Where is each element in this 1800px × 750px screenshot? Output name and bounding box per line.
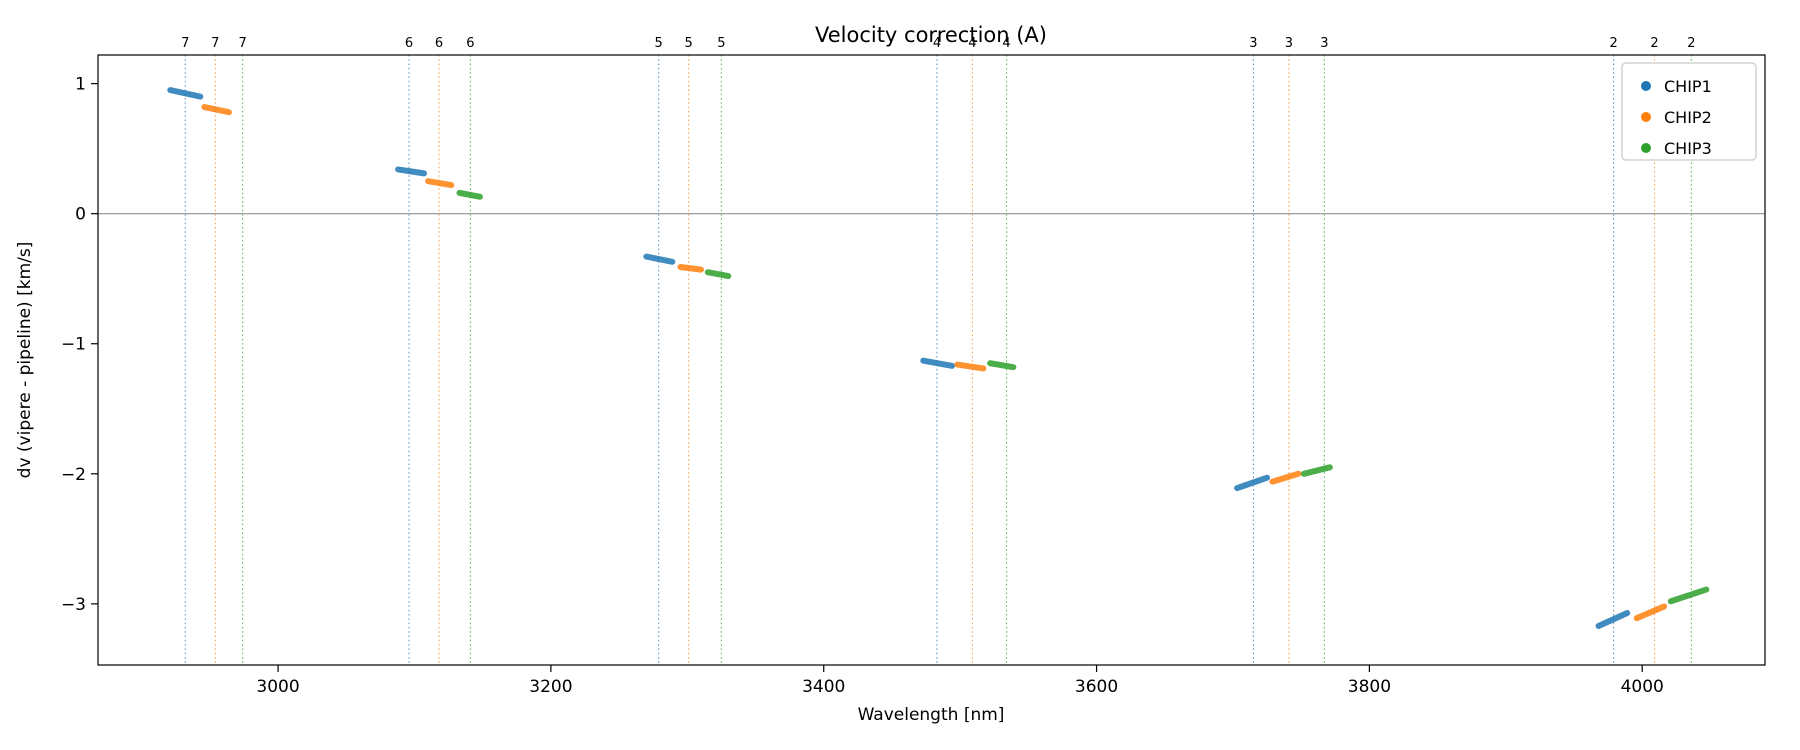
legend-marker-chip1 (1641, 81, 1651, 91)
segment-chip1-order6 (395, 166, 428, 177)
order-number-label: 6 (435, 36, 443, 51)
order-number-label: 6 (466, 36, 474, 51)
order-number-label: 5 (655, 36, 663, 51)
order-number-label: 5 (685, 36, 693, 51)
order-number-label: 7 (238, 36, 246, 51)
x-tick-label: 3000 (256, 677, 299, 697)
segment-chip3-order4 (987, 360, 1017, 371)
segment-chip1-order2 (1595, 609, 1631, 629)
y-tick-label: −3 (61, 595, 86, 615)
order-number-label: 3 (1320, 36, 1328, 51)
segment-chip3-order6 (456, 189, 483, 200)
order-number-label: 6 (405, 36, 413, 51)
segment-chip3-order2 (1667, 586, 1710, 605)
segment-chip2-order2 (1633, 603, 1668, 622)
segment-chip3-order3 (1300, 464, 1333, 477)
legend-marker-chip3 (1641, 143, 1651, 153)
legend-label-chip2: CHIP2 (1664, 108, 1712, 127)
segment-chip1-order7 (167, 87, 204, 100)
legend-label-chip1: CHIP1 (1664, 77, 1712, 96)
segment-chip1-order3 (1234, 474, 1271, 492)
order-number-label: 3 (1285, 36, 1293, 51)
segment-chip2-order6 (425, 178, 455, 189)
segment-chip2-order3 (1269, 470, 1302, 485)
order-number-label: 2 (1609, 36, 1617, 51)
order-number-label: 5 (717, 36, 725, 51)
order-number-label: 4 (1002, 36, 1010, 51)
x-tick-label: 3400 (802, 677, 845, 697)
order-number-label: 4 (968, 36, 976, 51)
y-tick-label: 1 (75, 75, 86, 95)
segment-chip2-order4 (954, 361, 987, 372)
order-number-label: 7 (181, 36, 189, 51)
legend-box (1621, 62, 1757, 161)
segment-chip1-order5 (643, 253, 676, 265)
order-number-label: 7 (211, 36, 219, 51)
x-tick-label: 3200 (529, 677, 572, 697)
x-tick-label: 3800 (1348, 677, 1391, 697)
plot-area: 7 6 5 4 3 2 7 6 5 4 3 2 7 6 5 4 3 2 3000 3200 3400 3600 3800 40… (61, 36, 1766, 697)
x-axis-label: Wavelength [nm] (858, 705, 1005, 725)
order-number-label: 2 (1650, 36, 1658, 51)
segment-chip2-order5 (677, 264, 704, 273)
y-tick-label: −1 (61, 335, 86, 355)
segment-chip2-order7 (201, 104, 232, 116)
plot-border (97, 54, 1766, 666)
x-tick-label: 3600 (1075, 677, 1118, 697)
order-number-label: 2 (1687, 36, 1695, 51)
order-number-label: 4 (933, 36, 941, 51)
legend-marker-chip2 (1641, 112, 1651, 122)
y-axis-label: dv (vipere - pipeline) [km/s] (15, 242, 35, 479)
y-tick-label: 0 (75, 205, 86, 225)
x-tick-label: 4000 (1621, 677, 1664, 697)
segment-chip3-order5 (704, 269, 732, 280)
y-tick-label: −2 (61, 465, 86, 485)
order-number-label: 3 (1249, 36, 1257, 51)
legend: CHIP1 CHIP2 CHIP3 (1621, 62, 1757, 161)
segment-chip1-order4 (920, 357, 955, 369)
legend-label-chip3: CHIP3 (1664, 139, 1712, 158)
chart-title: Velocity correction (A) (815, 23, 1047, 47)
